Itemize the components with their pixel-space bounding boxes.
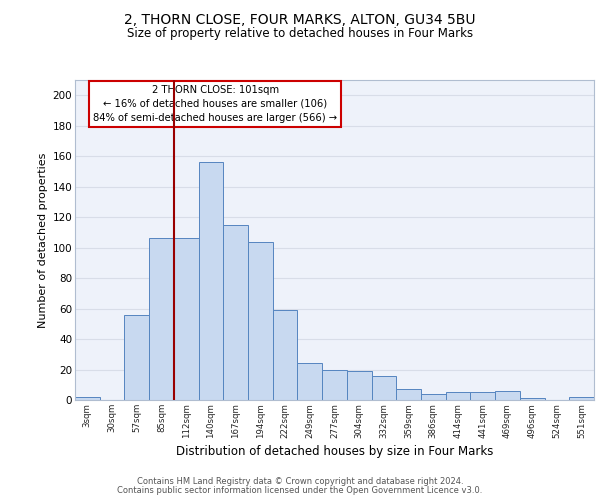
Bar [371,376,396,400]
Text: 2 THORN CLOSE: 101sqm
← 16% of detached houses are smaller (106)
84% of semi-det: 2 THORN CLOSE: 101sqm ← 16% of detached … [93,85,337,123]
Bar [174,238,199,400]
Bar [124,314,149,400]
Bar [569,397,594,400]
Text: 2, THORN CLOSE, FOUR MARKS, ALTON, GU34 5BU: 2, THORN CLOSE, FOUR MARKS, ALTON, GU34 … [124,12,476,26]
Text: Contains HM Land Registry data © Crown copyright and database right 2024.: Contains HM Land Registry data © Crown c… [137,477,463,486]
Bar [273,310,298,400]
Bar [322,370,347,400]
Bar [149,238,174,400]
X-axis label: Distribution of detached houses by size in Four Marks: Distribution of detached houses by size … [176,444,493,458]
Bar [248,242,273,400]
Bar [199,162,223,400]
Bar [396,390,421,400]
Text: Contains public sector information licensed under the Open Government Licence v3: Contains public sector information licen… [118,486,482,495]
Bar [470,392,495,400]
Bar [347,371,371,400]
Text: Size of property relative to detached houses in Four Marks: Size of property relative to detached ho… [127,28,473,40]
Y-axis label: Number of detached properties: Number of detached properties [38,152,49,328]
Bar [520,398,545,400]
Bar [421,394,446,400]
Bar [298,364,322,400]
Bar [495,391,520,400]
Bar [223,225,248,400]
Bar [75,397,100,400]
Bar [446,392,470,400]
